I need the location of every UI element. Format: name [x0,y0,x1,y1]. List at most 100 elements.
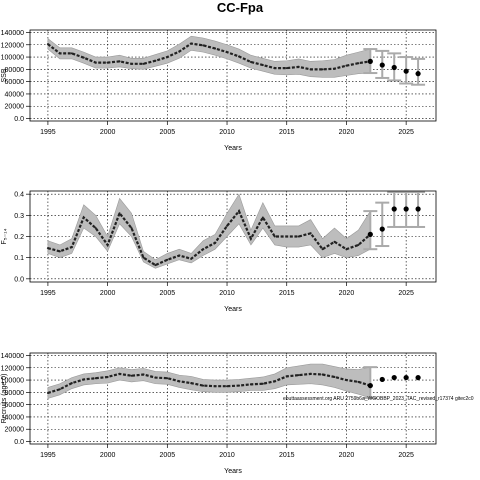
estimate-point [118,60,121,63]
estimate-point [214,47,217,50]
y-axis-label: Recruits (age 0) [1,374,8,424]
y-tick-label: 0.1 [14,255,24,262]
estimate-line [47,208,372,267]
estimate-point [226,385,229,388]
y-tick-label: 40000 [5,91,25,98]
estimate-point [202,384,205,387]
estimate-point [261,382,264,385]
estimate-point [321,68,324,71]
estimate-point [94,227,97,230]
estimate-point [70,382,73,385]
x-tick-label: 2015 [279,452,295,459]
y-tick-label: 140000 [1,30,24,37]
y-axis-label: SSB [1,68,8,82]
estimate-point [285,67,288,70]
estimate-point [178,50,181,53]
estimate-point [82,56,85,59]
plot-frame [29,29,437,122]
estimate-point [249,237,252,240]
projection-point [367,58,373,64]
estimate-point [202,248,205,251]
estimate-point [70,246,73,249]
y-tick-label: 60000 [5,79,25,86]
x-tick-label: 2005 [160,129,176,136]
estimate-point [357,62,360,65]
estimate-point [249,383,252,386]
estimate-point [118,212,121,215]
estimate-point [273,235,276,238]
estimate-point [237,210,240,213]
x-tick-label: 2015 [279,129,295,136]
x-tick-label: 1995 [40,452,56,459]
x-tick-label: 2025 [398,129,414,136]
projection-point [391,374,397,381]
x-tick-label: 2020 [339,129,355,136]
estimate-point [226,224,229,227]
estimate-point [58,250,61,253]
x-tick-label: 1995 [40,290,56,297]
estimate-point [237,55,240,58]
y-tick-label: 120000 [1,365,24,372]
estimate-point [154,264,157,267]
x-tick-label: 2000 [100,452,116,459]
projection-point [415,71,421,77]
y-tick-label: 0.0 [14,116,24,123]
estimate-point [130,374,133,377]
estimate-point [82,378,85,381]
estimate-point [249,60,252,63]
estimate-point [94,61,97,64]
estimate-point [261,216,264,219]
estimate-point [357,380,360,383]
estimate-point [345,379,348,382]
x-tick-label: 2020 [339,452,355,459]
projection-point [379,62,385,68]
estimate-point [46,247,49,250]
y-tick-label: 60000 [5,402,25,409]
estimate-point [226,51,229,54]
x-axis-label: Years [224,306,242,313]
confidence-band [47,35,371,78]
estimate-point [297,65,300,68]
y-tick-label: 140000 [1,353,24,360]
estimate-point [178,254,181,257]
estimate-point [321,248,324,251]
y-tick-label: 0.3 [14,213,24,220]
estimate-point [142,256,145,259]
confidence-band [47,363,371,399]
chart-panel-2: 1995 2000 2005 2010 2015 2020 2025 0.0 0.1 0.2 0.3… [1,190,437,313]
estimate-point [345,64,348,67]
estimate-point [190,382,193,385]
estimate-point [130,227,133,230]
estimate-point [237,384,240,387]
projection-point [403,374,409,381]
projection-point [415,206,421,212]
estimate-point [297,235,300,238]
y-tick-label: 0.0 [14,276,24,283]
x-axis-label: Years [224,468,242,475]
estimate-point [118,372,121,375]
y-axis-label: F₅₋₁₄ [1,228,8,244]
estimate-point [46,43,49,46]
estimate-point [214,241,217,244]
y-tick-label: 120000 [1,42,24,49]
x-tick-label: 2005 [160,290,176,297]
y-tick-label: 80000 [5,390,25,397]
y-tick-label: 0.0 [14,439,24,446]
estimate-point [261,64,264,67]
x-tick-label: 2025 [398,452,414,459]
x-tick-label: 2010 [219,290,235,297]
x-tick-label: 2025 [398,290,414,297]
projection-point [379,226,385,232]
estimate-point [94,377,97,380]
estimate-point [142,62,145,65]
x-tick-label: 2000 [100,129,116,136]
estimate-point [58,388,61,391]
estimate-point [273,67,276,70]
x-tick-label: 1995 [40,129,56,136]
estimate-point [58,52,61,55]
y-tick-label: 0.2 [14,234,24,241]
chart-panel-1: 1995 2000 2005 2010 2015 2020 2025 0.0 20000 4000… [1,29,437,152]
y-tick-label: 100000 [1,378,24,385]
estimate-point [285,235,288,238]
